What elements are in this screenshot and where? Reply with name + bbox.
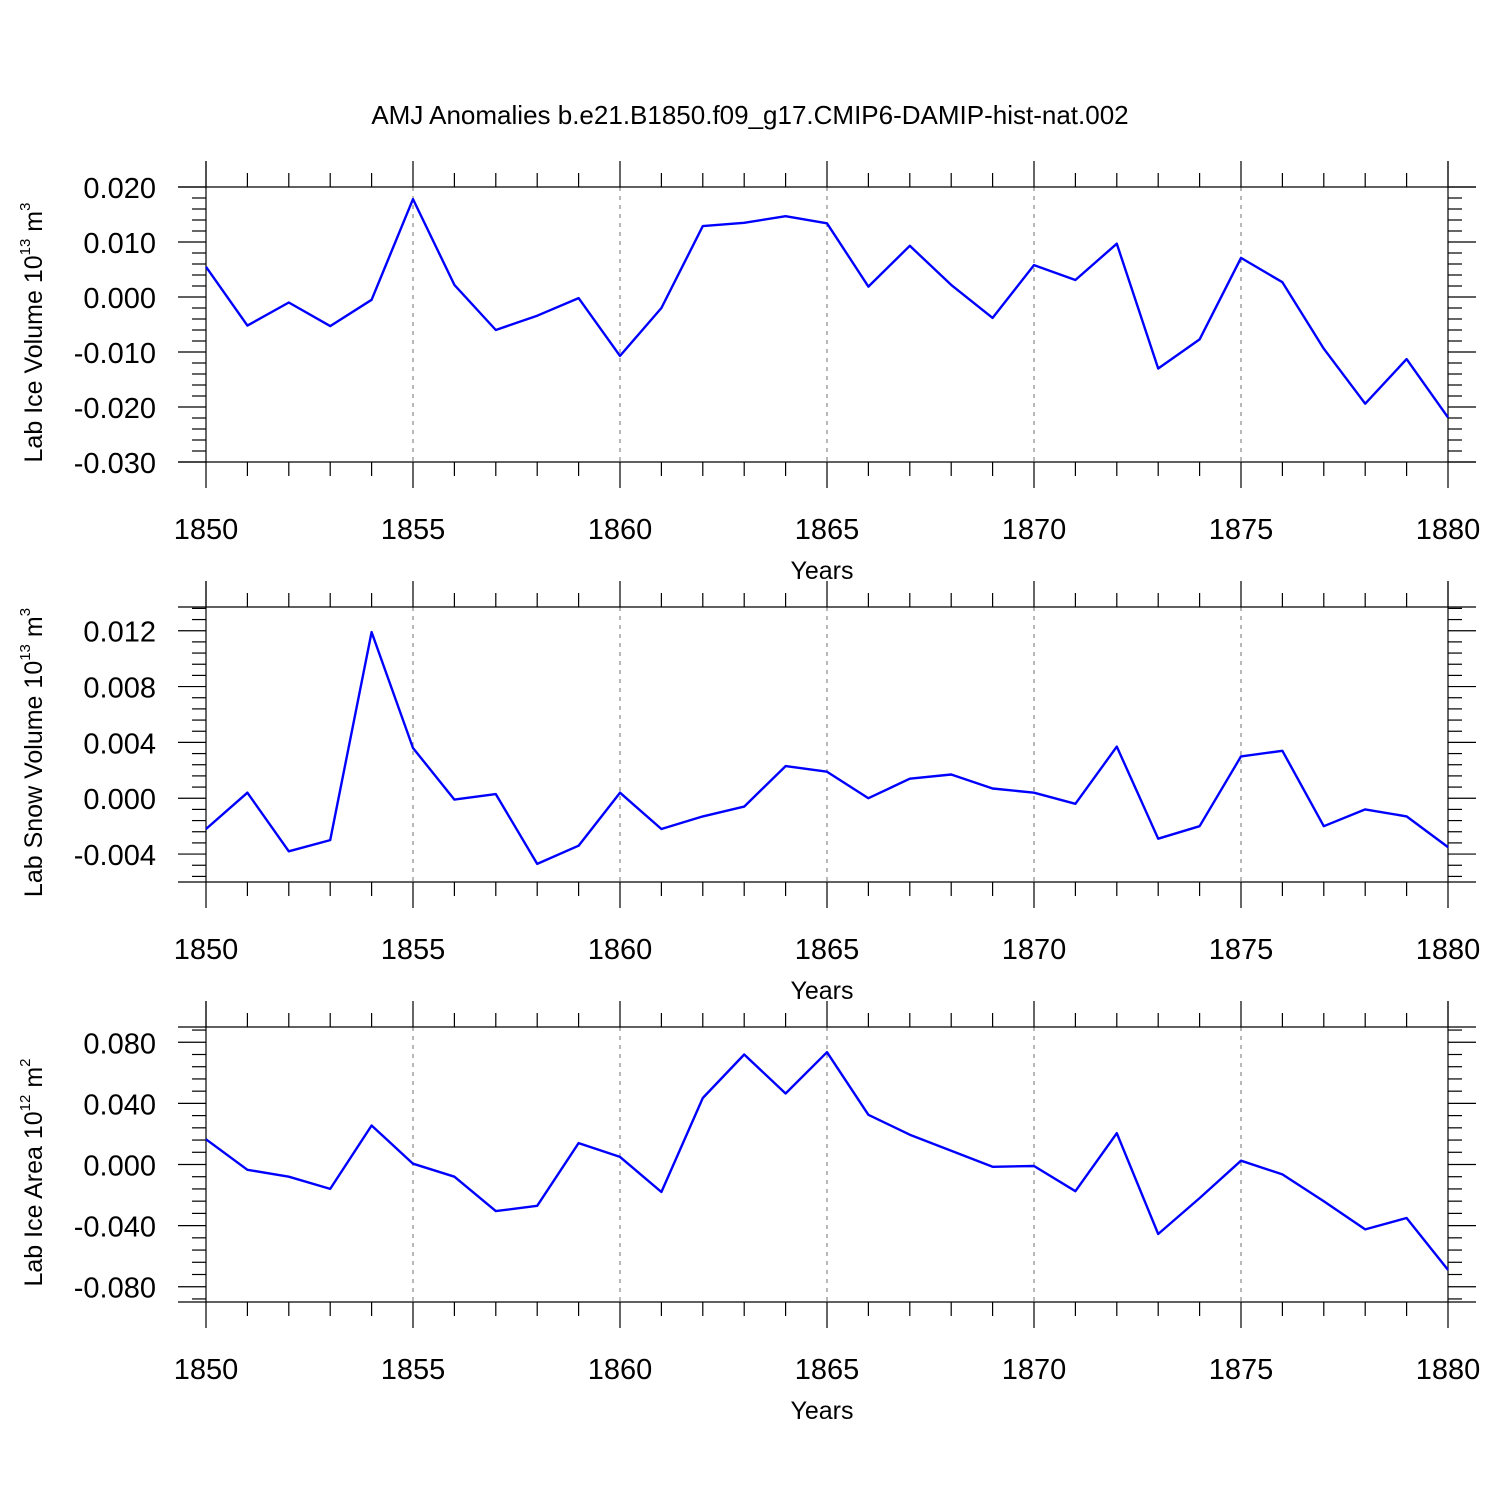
x-tick-label: 1880 (1416, 934, 1481, 966)
chart-title: AMJ Anomalies b.e21.B1850.f09_g17.CMIP6-… (371, 100, 1128, 130)
y-tick-label: 0.040 (83, 1089, 156, 1121)
y-tick-label: 0.020 (83, 173, 156, 205)
y-tick-label: -0.030 (74, 448, 156, 480)
x-tick-label: 1855 (381, 1354, 446, 1386)
y-axis-title: Lab Ice Volume 1013 m3 (17, 203, 48, 463)
x-tick-label: 1850 (174, 1354, 239, 1386)
y-tick-label: 0.012 (83, 617, 156, 649)
y-axis-title-unit-exponent: 3 (17, 203, 34, 211)
x-tick-label: 1850 (174, 934, 239, 966)
x-tick-label: 1870 (1002, 1354, 1067, 1386)
y-tick-label: 0.010 (83, 228, 156, 260)
data-series-line (205, 197, 1449, 419)
y-tick-label: 0.004 (83, 728, 156, 760)
x-tick-label: 1880 (1416, 514, 1481, 546)
x-axis-title: Years (790, 557, 853, 585)
x-tick-label: 1870 (1002, 934, 1067, 966)
x-tick-label: 1875 (1209, 934, 1274, 966)
x-tick-label: 1865 (795, 514, 860, 546)
x-tick-label: 1860 (588, 1354, 653, 1386)
y-axis-title-exponent: 12 (17, 1095, 34, 1112)
y-axis-title-main: Lab Snow Volume 10 (20, 661, 48, 897)
y-axis-title-unit: m (20, 211, 48, 232)
chart-panel-2: -0.004 0.000 0.004 0.008 0.012 1850 1855 1860 18… (17, 581, 1480, 1005)
x-tick-label: 1865 (795, 934, 860, 966)
y-tick-label: 0.000 (83, 283, 156, 315)
y-axis-title-unit: m (20, 616, 48, 637)
x-axis-title: Years (790, 1397, 853, 1425)
y-tick-label: -0.010 (74, 338, 156, 370)
y-tick-label: 0.080 (83, 1028, 156, 1060)
y-axis-title-unit-exponent: 3 (17, 608, 34, 616)
y-axis-title-unit: m (20, 1067, 48, 1088)
x-tick-label: 1850 (174, 514, 239, 546)
y-tick-label: -0.080 (74, 1273, 156, 1305)
y-axis-title-main: Lab Ice Volume 10 (20, 255, 48, 462)
x-tick-label: 1860 (588, 514, 653, 546)
chart-panel-3: -0.080 -0.040 0.000 0.040 0.080 1850 1855 1860 1… (17, 1001, 1480, 1425)
data-series-line (205, 630, 1449, 866)
y-tick-label: -0.020 (74, 393, 156, 425)
x-tick-label: 1875 (1209, 514, 1274, 546)
x-tick-label: 1860 (588, 934, 653, 966)
x-tick-label: 1870 (1002, 514, 1067, 546)
x-tick-label: 1880 (1416, 1354, 1481, 1386)
x-tick-label: 1865 (795, 1354, 860, 1386)
y-axis-title-exponent: 13 (17, 644, 34, 661)
chart-panel-1: -0.030 -0.020 -0.010 0.000 0.010 0.020 1850 185… (17, 161, 1480, 585)
y-tick-label: 0.008 (83, 673, 156, 705)
x-tick-label: 1875 (1209, 1354, 1274, 1386)
x-tick-label: 1855 (381, 934, 446, 966)
y-axis-title-main: Lab Ice Area 10 (20, 1111, 48, 1286)
x-tick-label: 1855 (381, 514, 446, 546)
y-axis-title-exponent: 13 (17, 239, 34, 256)
y-tick-label: 0.000 (83, 1151, 156, 1183)
y-axis-title: Lab Ice Area 1012 m2 (17, 1059, 48, 1287)
y-tick-label: -0.004 (74, 840, 156, 872)
y-tick-label: -0.040 (74, 1212, 156, 1244)
y-axis-title: Lab Snow Volume 1013 m3 (17, 608, 48, 897)
x-axis-title: Years (790, 977, 853, 1005)
y-tick-label: 0.000 (83, 784, 156, 816)
y-axis-title-unit-exponent: 2 (17, 1059, 34, 1067)
